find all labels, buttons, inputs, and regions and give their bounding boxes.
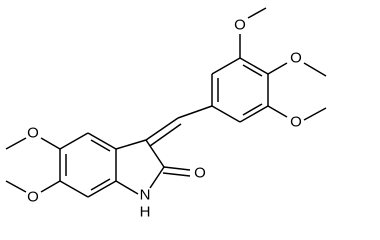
atom-label: O	[290, 114, 302, 131]
atom-label: H	[140, 204, 151, 221]
atom-label: O	[290, 50, 302, 67]
atom-label: N	[140, 187, 151, 204]
atom-label: O	[194, 165, 206, 182]
bonds	[5, 7, 327, 198]
atom-label: O	[234, 17, 246, 34]
atom-label: O	[27, 189, 39, 206]
molecule-diagram: O O O O O O N H	[5, 7, 327, 221]
atom-label: O	[27, 125, 39, 142]
atom-labels: O O O O O O N H	[27, 17, 302, 221]
